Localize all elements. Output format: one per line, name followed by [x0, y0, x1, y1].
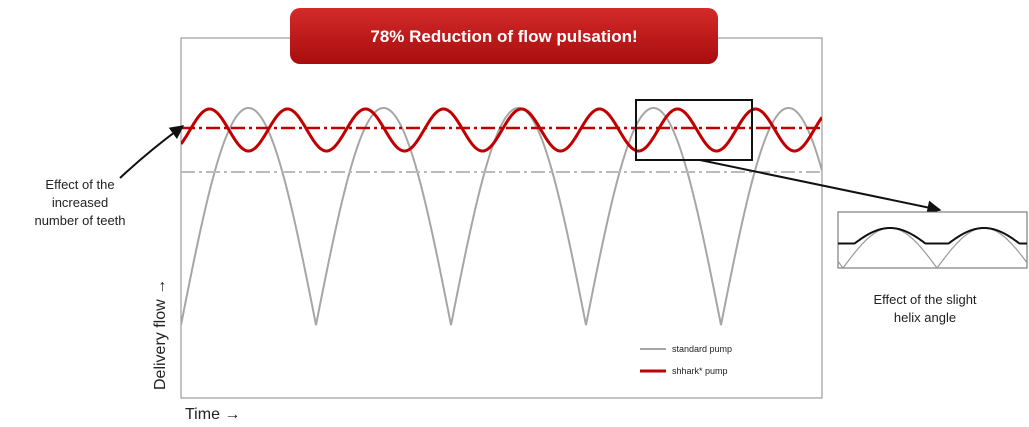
standard-curve [181, 107, 822, 326]
inset-standard [838, 227, 1027, 268]
inset-helix [838, 226, 1027, 245]
teeth-note: increased [52, 195, 108, 210]
inset-frame [837, 211, 1028, 269]
teeth-note: Effect of the [45, 177, 114, 192]
helix-note: helix angle [894, 310, 956, 325]
shhark-curve [181, 107, 822, 153]
legend-label: shhark* pump [672, 366, 728, 376]
zoom-box [635, 99, 753, 161]
banner-text: 78% Reduction of flow pulsation! [370, 27, 637, 46]
plot-frame [180, 37, 823, 399]
y-axis-label: Delivery flow → [152, 279, 169, 390]
zoom-arrow [699, 159, 942, 215]
x-axis-label: Time → [185, 406, 240, 423]
helix-note: Effect of the slight [873, 292, 976, 307]
banner-box [290, 8, 718, 64]
teeth-arrow [119, 125, 185, 179]
teeth-note: number of teeth [34, 213, 125, 228]
legend-label: standard pump [672, 344, 732, 354]
